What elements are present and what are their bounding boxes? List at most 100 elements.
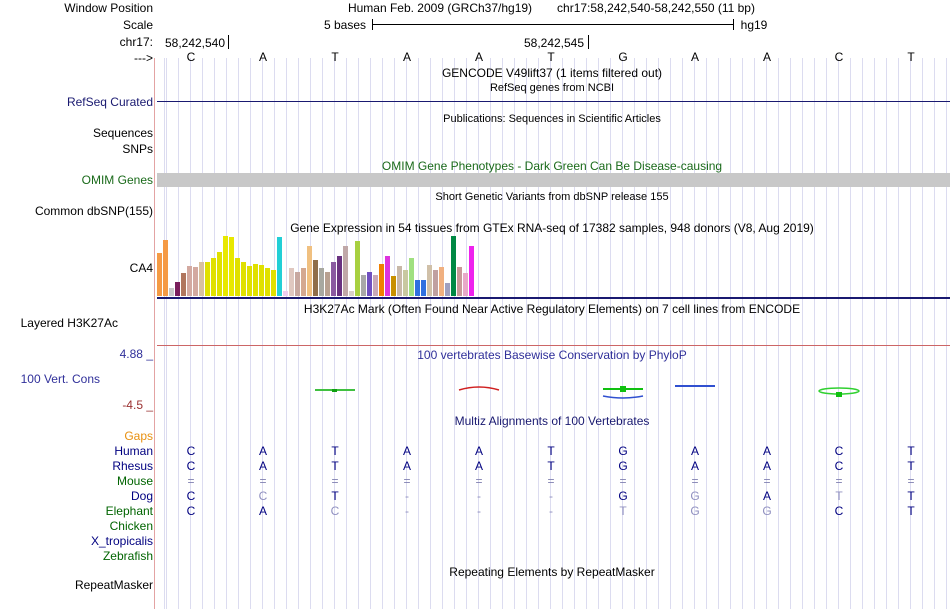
species-label-chicken[interactable]: Chicken <box>109 519 153 533</box>
chr-label: chr17: <box>119 35 153 49</box>
gtex-tissue-bar[interactable] <box>469 246 474 296</box>
gtex-tissue-bar[interactable] <box>439 267 444 296</box>
gtex-tissue-bar[interactable] <box>325 272 330 296</box>
gtex-tissue-bar[interactable] <box>331 262 336 296</box>
gtex-tissue-bar[interactable] <box>295 272 300 296</box>
coord-start: 58,242,540 <box>164 36 226 50</box>
gtex-tissue-bar[interactable] <box>193 267 198 296</box>
gtex-tissue-bar[interactable] <box>301 268 306 296</box>
gtex-tissue-bar[interactable] <box>343 246 348 296</box>
gtex-tissue-bar[interactable] <box>235 258 240 296</box>
gtex-tissue-bar[interactable] <box>421 280 426 296</box>
omim-bar <box>157 173 950 187</box>
gtex-tissue-bar[interactable] <box>289 268 294 296</box>
gtex-tissue-bar[interactable] <box>211 258 216 296</box>
gtex-tissue-bar[interactable] <box>391 276 396 296</box>
gtex-tissue-bar[interactable] <box>409 258 414 296</box>
sequences-label[interactable]: Sequences <box>92 126 153 140</box>
gtex-tissue-bar[interactable] <box>199 262 204 296</box>
gtex-tissue-bar[interactable] <box>277 237 282 296</box>
gtex-tissue-bar[interactable] <box>307 246 312 296</box>
gtex-tissue-bar[interactable] <box>349 291 354 296</box>
gtex-tissue-bar[interactable] <box>157 253 162 296</box>
scale-label: Scale <box>122 18 153 32</box>
gtex-tissue-bar[interactable] <box>427 265 432 296</box>
alignment-base: - <box>405 489 409 503</box>
gtex-tissue-bar[interactable] <box>403 270 408 296</box>
gtex-tissue-bar[interactable] <box>259 265 264 296</box>
gtex-tissue-bar[interactable] <box>205 262 210 296</box>
gtex-tissue-bar[interactable] <box>175 282 180 296</box>
gtex-bar-plot[interactable] <box>157 236 950 298</box>
h3k27ac-title: H3K27Ac Mark (Often Found Near Active Re… <box>303 302 801 316</box>
strand-label: ---> <box>134 51 153 65</box>
dbsnp-label[interactable]: Common dbSNP(155) <box>34 204 153 218</box>
ruler-base: T <box>547 50 555 64</box>
species-label-human[interactable]: Human <box>114 444 153 458</box>
ruler-base: T <box>331 50 339 64</box>
species-label-elephant[interactable]: Elephant <box>105 504 153 518</box>
cons-min-label: -4.5 _ <box>122 398 153 412</box>
h3k27ac-label[interactable]: Layered H3K27Ac <box>20 316 118 330</box>
gtex-tissue-bar[interactable] <box>247 266 252 296</box>
gtex-tissue-bar[interactable] <box>337 256 342 296</box>
species-label-x_tropicalis[interactable]: X_tropicalis <box>90 534 153 548</box>
gtex-tissue-bar[interactable] <box>217 252 222 296</box>
gtex-tissue-bar[interactable] <box>253 264 258 296</box>
gtex-tissue-bar[interactable] <box>433 270 438 296</box>
gtex-tissue-bar[interactable] <box>313 260 318 296</box>
gtex-tissue-bar[interactable] <box>385 256 390 296</box>
gtex-tissue-bar[interactable] <box>355 241 360 296</box>
gtex-tissue-bar[interactable] <box>451 236 456 296</box>
gtex-tissue-bar[interactable] <box>265 268 270 296</box>
alignment-base: C <box>258 489 268 503</box>
multiz-title: Multiz Alignments of 100 Vertebrates <box>454 414 650 428</box>
alignment-base: = <box>619 474 627 488</box>
gtex-tissue-bar[interactable] <box>181 273 186 296</box>
alignment-base: G <box>618 444 628 458</box>
species-label-zebrafish[interactable]: Zebrafish <box>102 549 153 563</box>
gtex-tissue-bar[interactable] <box>367 272 372 296</box>
gtex-title: Gene Expression in 54 tissues from GTEx … <box>290 221 814 235</box>
cons-label[interactable]: 100 Vert. Cons <box>20 372 100 386</box>
gtex-tissue-bar[interactable] <box>457 267 462 296</box>
omim-title: OMIM Gene Phenotypes - Dark Green Can Be… <box>381 159 723 173</box>
omim-label[interactable]: OMIM Genes <box>81 173 153 187</box>
gtex-tissue-bar[interactable] <box>397 266 402 296</box>
alignment-base: G <box>690 504 700 518</box>
gencode-title[interactable]: GENCODE V49lift37 (1 items filtered out) <box>441 66 663 80</box>
ruler-base: A <box>402 50 411 64</box>
gtex-tissue-bar[interactable] <box>463 273 468 296</box>
repeatmasker-title: Repeating Elements by RepeatMasker <box>449 565 655 579</box>
alignment-base: T <box>907 504 915 518</box>
alignment-base: A <box>402 459 411 473</box>
gtex-tissue-bar[interactable] <box>373 275 378 296</box>
gtex-tissue-bar[interactable] <box>223 236 228 296</box>
position-title[interactable]: chr17:58,242,540-58,242,550 (11 bp) <box>557 1 755 15</box>
repeatmasker-label[interactable]: RepeatMasker <box>74 578 153 592</box>
species-label-dog[interactable]: Dog <box>130 489 153 503</box>
alignment-base: G <box>690 489 700 503</box>
gtex-gene-label[interactable]: CA4 <box>129 261 153 275</box>
gtex-tissue-bar[interactable] <box>241 262 246 296</box>
gtex-tissue-bar[interactable] <box>271 270 276 296</box>
refseq-label[interactable]: RefSeq Curated <box>66 95 153 109</box>
gtex-tissue-bar[interactable] <box>379 264 384 296</box>
gtex-tissue-bar[interactable] <box>163 240 168 296</box>
snps-label[interactable]: SNPs <box>122 142 153 156</box>
alignment-base: G <box>762 504 772 518</box>
alignment-base: = <box>475 474 483 488</box>
gtex-tissue-bar[interactable] <box>169 288 174 296</box>
species-label-rhesus[interactable]: Rhesus <box>112 459 153 473</box>
gtex-tissue-bar[interactable] <box>187 266 192 296</box>
alignment-base: T <box>619 504 627 518</box>
gtex-tissue-bar[interactable] <box>445 283 450 296</box>
gtex-tissue-bar[interactable] <box>229 237 234 296</box>
gtex-tissue-bar[interactable] <box>283 291 288 296</box>
species-label-gaps[interactable]: Gaps <box>124 429 153 443</box>
species-label-mouse[interactable]: Mouse <box>116 474 153 488</box>
gtex-tissue-bar[interactable] <box>361 275 366 296</box>
ruler-base: A <box>258 50 267 64</box>
gtex-tissue-bar[interactable] <box>415 280 420 296</box>
gtex-tissue-bar[interactable] <box>319 268 324 296</box>
